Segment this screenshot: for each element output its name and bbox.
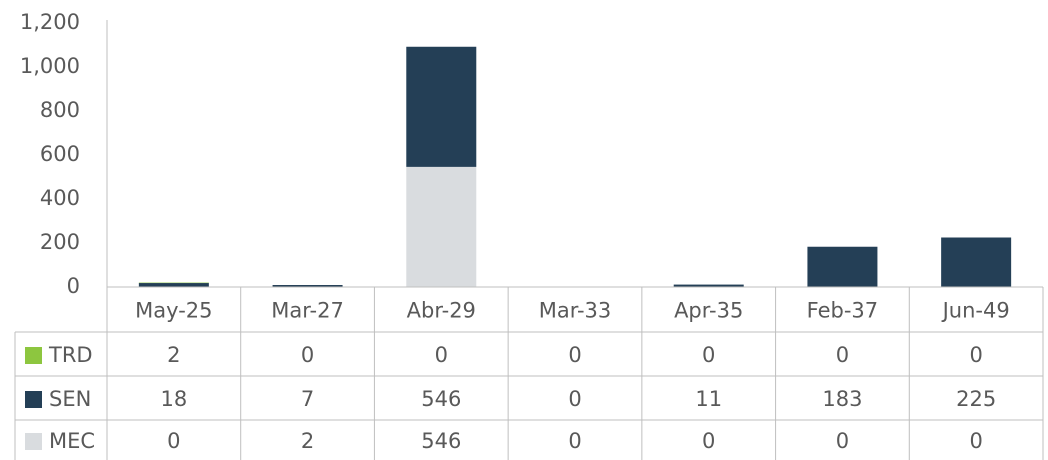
legend-swatch [25, 347, 42, 364]
bar-segment [272, 285, 343, 287]
bar-segment [138, 283, 209, 287]
table-value: 0 [969, 343, 982, 367]
legend-label: SEN [49, 387, 91, 411]
x-tick-label: Feb-37 [807, 299, 878, 323]
y-tick-label: 600 [40, 142, 80, 166]
table-value: 0 [836, 429, 849, 453]
y-tick-label: 1,200 [20, 10, 80, 34]
legend-label: TRD [48, 343, 93, 367]
y-tick-label: 400 [40, 186, 80, 210]
bar-segment [406, 46, 477, 167]
table-value: 0 [568, 429, 581, 453]
x-tick-label: Mar-27 [271, 299, 344, 323]
table-value: 225 [956, 387, 996, 411]
x-tick-label: May-25 [135, 299, 212, 323]
legend-swatch [25, 433, 42, 450]
x-tick-label: Apr-35 [674, 299, 743, 323]
table-value: 7 [301, 387, 314, 411]
table-value: 0 [702, 429, 715, 453]
table-value: 0 [836, 343, 849, 367]
table-value: 0 [568, 387, 581, 411]
y-tick-label: 800 [40, 98, 80, 122]
bar-segment [406, 166, 477, 287]
table-value: 546 [421, 387, 461, 411]
table-value: 183 [822, 387, 862, 411]
table-value: 0 [969, 429, 982, 453]
table-value: 2 [167, 343, 180, 367]
legend-label: MEC [49, 429, 95, 453]
table-value: 2 [301, 429, 314, 453]
legend-swatch [25, 391, 42, 408]
x-tick-label: Mar-33 [539, 299, 612, 323]
bar-segment [807, 246, 878, 287]
bar-segment [673, 284, 744, 287]
bar-segment [941, 237, 1012, 287]
table-value: 18 [160, 387, 187, 411]
table-value: 0 [301, 343, 314, 367]
y-tick-label: 0 [67, 274, 80, 298]
table-value: 0 [702, 343, 715, 367]
y-tick-label: 1,000 [20, 54, 80, 78]
y-tick-label: 200 [40, 230, 80, 254]
table-value: 0 [568, 343, 581, 367]
table-value: 0 [167, 429, 180, 453]
x-tick-label: Jun-49 [941, 299, 1010, 323]
x-tick-label: Abr-29 [407, 299, 476, 323]
table-value: 0 [435, 343, 448, 367]
table-value: 546 [421, 429, 461, 453]
table-value: 11 [695, 387, 722, 411]
